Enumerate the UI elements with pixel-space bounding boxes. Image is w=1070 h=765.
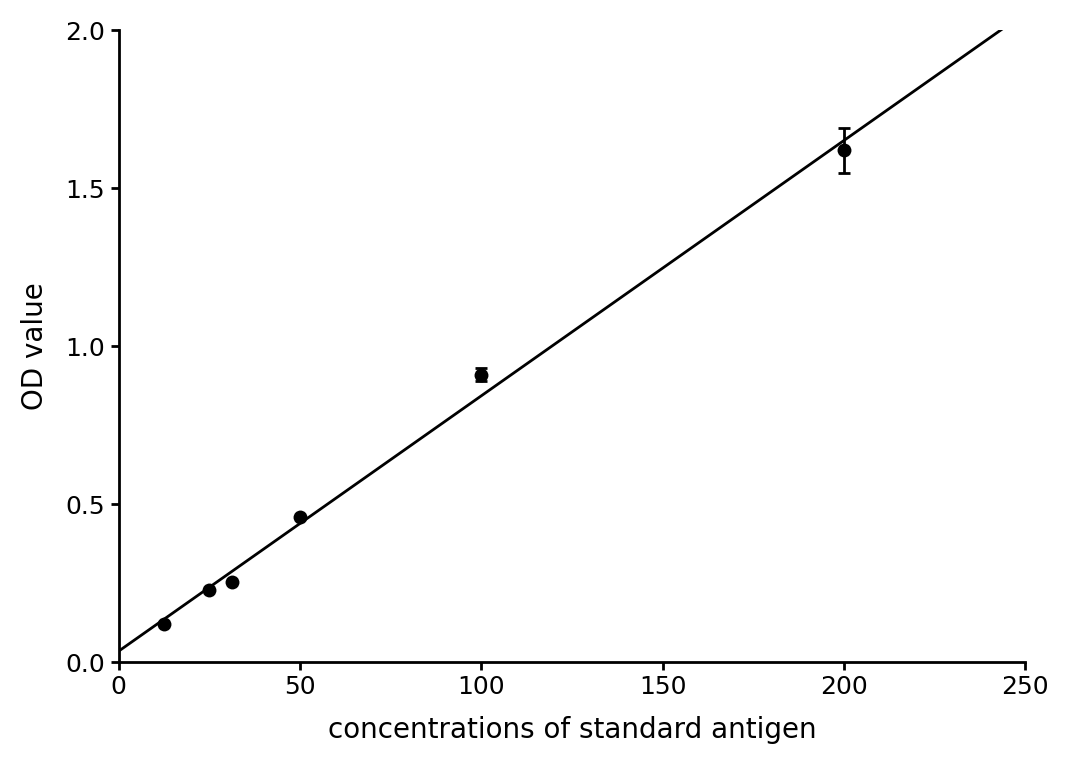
Y-axis label: OD value: OD value	[20, 282, 49, 410]
X-axis label: concentrations of standard antigen: concentrations of standard antigen	[327, 716, 816, 744]
Point	[155, 618, 172, 630]
Point	[473, 369, 490, 381]
Point	[291, 511, 308, 523]
Point	[201, 584, 218, 596]
Point	[836, 145, 853, 157]
Point	[224, 575, 241, 588]
